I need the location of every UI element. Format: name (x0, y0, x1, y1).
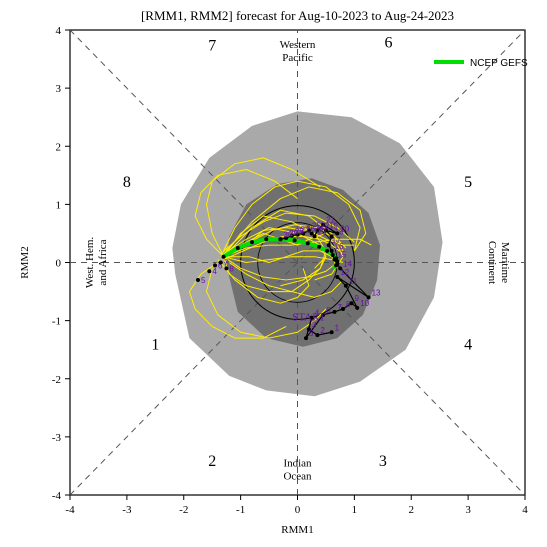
rmm-phase-diagram: 1234567891011121314151617181920212223242… (0, 0, 547, 547)
svg-text:West. Hem.: West. Hem. (84, 237, 96, 289)
svg-text:-3: -3 (122, 504, 132, 516)
svg-text:2: 2 (208, 453, 216, 470)
chart-svg: 1234567891011121314151617181920212223242… (0, 0, 547, 547)
svg-text:-4: -4 (65, 504, 75, 516)
svg-text:-2: -2 (52, 374, 61, 386)
svg-text:0: 0 (56, 258, 62, 270)
svg-text:13: 13 (372, 288, 381, 297)
svg-text:20: 20 (340, 224, 349, 233)
svg-text:0: 0 (295, 504, 301, 516)
svg-text:8: 8 (123, 174, 131, 191)
svg-text:[RMM1, RMM2] forecast for Aug-: [RMM1, RMM2] forecast for Aug-10-2023 to… (141, 8, 454, 23)
svg-text:RMM1: RMM1 (281, 524, 313, 536)
svg-text:1: 1 (352, 504, 358, 516)
svg-text:8: 8 (229, 264, 234, 273)
svg-text:Ocean: Ocean (283, 470, 312, 482)
svg-text:7: 7 (337, 303, 342, 312)
svg-text:2: 2 (409, 504, 415, 516)
svg-text:-2: -2 (179, 504, 188, 516)
svg-text:6: 6 (326, 306, 331, 315)
svg-text:Pacific: Pacific (282, 52, 313, 64)
svg-text:Western: Western (280, 39, 316, 51)
svg-text:-3: -3 (52, 432, 62, 444)
svg-text:4: 4 (212, 267, 217, 276)
svg-text:7: 7 (208, 37, 216, 54)
svg-text:3: 3 (56, 83, 62, 95)
svg-text:and Africa: and Africa (97, 239, 109, 285)
svg-text:4: 4 (464, 337, 472, 354)
svg-text:1: 1 (56, 199, 62, 211)
svg-text:9: 9 (355, 294, 360, 303)
svg-text:1: 1 (335, 323, 340, 332)
svg-text:5: 5 (309, 329, 314, 338)
svg-text:2: 2 (56, 141, 62, 153)
svg-text:10: 10 (360, 299, 369, 308)
svg-text:30: 30 (283, 230, 292, 239)
svg-text:5: 5 (464, 174, 472, 191)
svg-text:11: 11 (349, 277, 358, 286)
svg-text:START: START (292, 312, 326, 324)
svg-text:-1: -1 (52, 316, 61, 328)
svg-text:Continent: Continent (486, 241, 498, 284)
svg-text:15: 15 (337, 251, 346, 260)
svg-text:6: 6 (385, 34, 393, 51)
svg-text:3: 3 (465, 504, 471, 516)
svg-text:4: 4 (56, 25, 62, 37)
svg-text:-1: -1 (236, 504, 245, 516)
svg-text:4: 4 (522, 504, 528, 516)
svg-text:RMM2: RMM2 (19, 246, 31, 278)
svg-text:14: 14 (343, 259, 352, 268)
svg-text:Maritime: Maritime (499, 242, 511, 283)
svg-text:2: 2 (320, 326, 325, 335)
svg-text:NCEP GEFS: NCEP GEFS (470, 58, 528, 69)
svg-text:3: 3 (379, 453, 387, 470)
svg-text:1: 1 (151, 337, 159, 354)
svg-text:Indian: Indian (283, 457, 312, 469)
svg-text:-4: -4 (52, 490, 62, 502)
svg-text:7: 7 (224, 259, 229, 268)
svg-text:5: 5 (201, 276, 206, 285)
